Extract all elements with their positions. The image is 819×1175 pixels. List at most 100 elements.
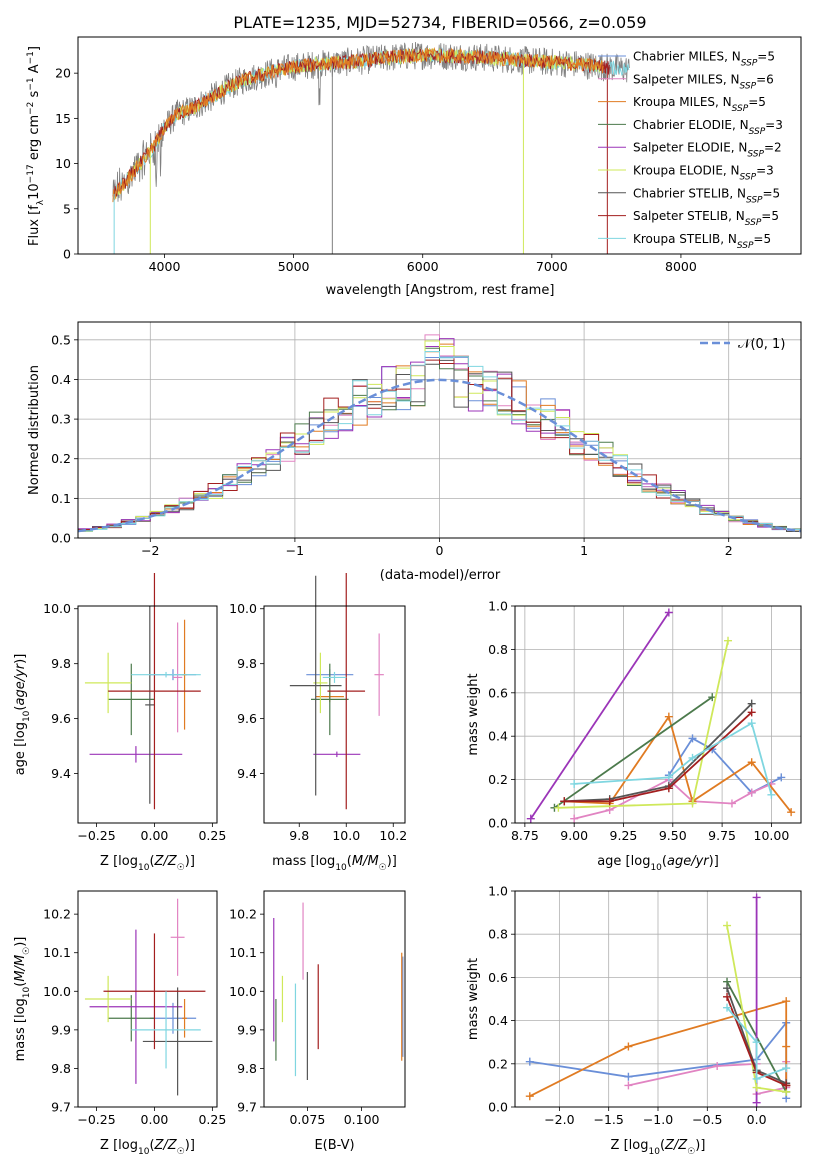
y-tick-label: 0	[63, 247, 71, 262]
spectrum-frame	[77, 36, 802, 255]
age_vs_mass-frame	[263, 605, 406, 824]
y-tick-label: 9.7	[51, 1100, 71, 1115]
x-tick-label: −2.0	[544, 1112, 574, 1127]
y-tick-label: 10.0	[43, 601, 71, 616]
y-tick-label: 9.9	[51, 1022, 71, 1037]
series-marker	[688, 799, 697, 808]
y-tick-label: 9.8	[237, 1061, 257, 1076]
x-tick-label: 0	[436, 543, 444, 558]
y-tick-label: 9.8	[51, 656, 71, 671]
x-tick-label: 1	[580, 543, 588, 558]
y-tick-label: 0.0	[488, 1100, 508, 1115]
mass_vs_ebv-xlabel: E(B-V)	[314, 1138, 354, 1153]
mass_vs_Z-ylabel: mass [log10(M/M☉)]	[13, 937, 32, 1062]
mass_vs_ebv-points	[273, 902, 404, 1080]
series-marker	[752, 1038, 761, 1047]
y-tick-label: 9.6	[237, 711, 257, 726]
x-tick-label: −0.5	[692, 1112, 722, 1127]
mass_vs_Z-xlabel: Z [log10(Z/Z☉)]	[100, 1138, 195, 1157]
mass_weight_vs_age-series	[526, 608, 796, 823]
series-marker	[782, 997, 791, 1006]
x-tick-label: 10.0	[332, 828, 360, 843]
residual-histograms	[78, 334, 801, 534]
series-marker	[782, 1042, 791, 1051]
series-marker	[752, 1074, 761, 1083]
mass_vs_ebv-axes: 0.075 0.100 9.7 9.8 9.9 10.0 10.1 10.2	[229, 907, 379, 1127]
x-tick-label: 10.2	[379, 828, 407, 843]
mass_vs_ebv-frame	[263, 890, 406, 1108]
x-tick-label: −0.25	[77, 828, 115, 843]
y-tick-label: 9.7	[237, 1100, 257, 1115]
spectrum-lines	[112, 41, 630, 254]
x-tick-label: 0.25	[198, 828, 226, 843]
mass_vs_Z-axes: −0.25 0.00 0.25 9.7 9.8 9.9 10.0 10.1 10.2	[43, 907, 226, 1127]
y-tick-label: 20	[55, 66, 71, 81]
series-marker	[787, 808, 796, 817]
legend-label: Salpeter STELIB, NSSP=5	[633, 209, 779, 228]
y-tick-label: 0.0	[488, 816, 508, 831]
series-marker	[752, 1098, 761, 1107]
legend-label: Salpeter ELODIE, NSSP=2	[633, 141, 782, 160]
legend-label: Kroupa STELIB, NSSP=5	[633, 232, 771, 251]
mass_weight_vs_Z-ylabel: mass weight	[466, 958, 481, 1040]
mass_weight_vs_Z-series	[525, 893, 791, 1107]
series-marker	[723, 1003, 732, 1012]
residuals-xlabel: (data-model)/error	[380, 568, 501, 583]
y-tick-label: 9.8	[51, 1061, 71, 1076]
legend-label: Kroupa ELODIE, NSSP=3	[633, 164, 774, 183]
mass_weight_vs_age-xlabel: age [log10(age/yr)]	[597, 854, 719, 873]
series-marker	[727, 799, 736, 808]
x-tick-label: 5000	[278, 259, 310, 274]
series-marker	[664, 784, 673, 793]
y-tick-label: 9.9	[237, 1022, 257, 1037]
mass_vs_Z-points	[84, 898, 213, 1096]
residuals-frame	[77, 321, 802, 539]
y-tick-label: 9.8	[237, 656, 257, 671]
mass_weight_vs_age-ylabel: mass weight	[466, 673, 481, 755]
spectrum-ylabel: Flux [fλ10−17 erg cm−2 s−1 A−1]	[26, 46, 46, 246]
mass_weight_vs_age-axes: 8.75 9.00 9.25 9.50 9.75 10.00 0.0 0.2 0.4 0.6 0.8…	[488, 599, 801, 843]
series-line-salpeter_elodie	[530, 611, 670, 820]
y-tick-label: 15	[55, 111, 71, 126]
mass_weight_vs_age-frame	[514, 605, 802, 824]
x-tick-label: 7000	[536, 259, 568, 274]
y-tick-label: 9.4	[237, 766, 257, 781]
x-tick-label: −1.5	[594, 1112, 624, 1127]
series-marker	[664, 773, 673, 782]
y-tick-label: 1.0	[488, 884, 508, 899]
series-marker	[724, 636, 733, 645]
y-tick-label: 10.0	[43, 984, 71, 999]
x-tick-label: 0.00	[141, 1112, 169, 1127]
x-tick-label: −1	[286, 543, 304, 558]
series-marker	[605, 797, 614, 806]
series-marker	[782, 1064, 791, 1073]
age_vs_mass-points	[289, 573, 384, 810]
x-tick-label: 9.75	[708, 828, 736, 843]
x-tick-label: 9.8	[289, 828, 309, 843]
series-marker	[688, 734, 697, 743]
y-tick-label: 5	[63, 201, 71, 216]
x-tick-label: 0.00	[141, 828, 169, 843]
series-marker	[782, 1081, 791, 1090]
series-marker	[525, 1092, 534, 1101]
x-tick-label: 8000	[665, 259, 697, 274]
series-marker	[624, 1081, 633, 1090]
spectrum-model-kroupa_miles	[112, 46, 604, 203]
spectrum-xlabel: wavelength [Angstrom, rest frame]	[326, 283, 555, 298]
mass_weight_vs_Z-xlabel: Z [log10(Z/Z☉)]	[611, 1138, 706, 1157]
series-marker	[752, 1083, 761, 1092]
y-tick-label: 0.4	[488, 1013, 508, 1028]
x-tick-label: 0.100	[344, 1112, 380, 1127]
y-tick-label: 10.0	[229, 984, 257, 999]
legend-label: Chabrier MILES, NSSP=5	[633, 50, 775, 69]
series-marker	[554, 803, 563, 812]
series-marker	[723, 992, 732, 1001]
series-marker	[526, 814, 535, 823]
series-marker	[747, 699, 756, 708]
y-tick-label: 10.2	[229, 907, 257, 922]
series-line-kroupa_stelib	[726, 1007, 787, 1081]
x-tick-label: 6000	[407, 259, 439, 274]
age_vs_Z-axes: −0.25 0.00 0.25 9.4 9.6 9.8 10.0	[43, 601, 226, 843]
